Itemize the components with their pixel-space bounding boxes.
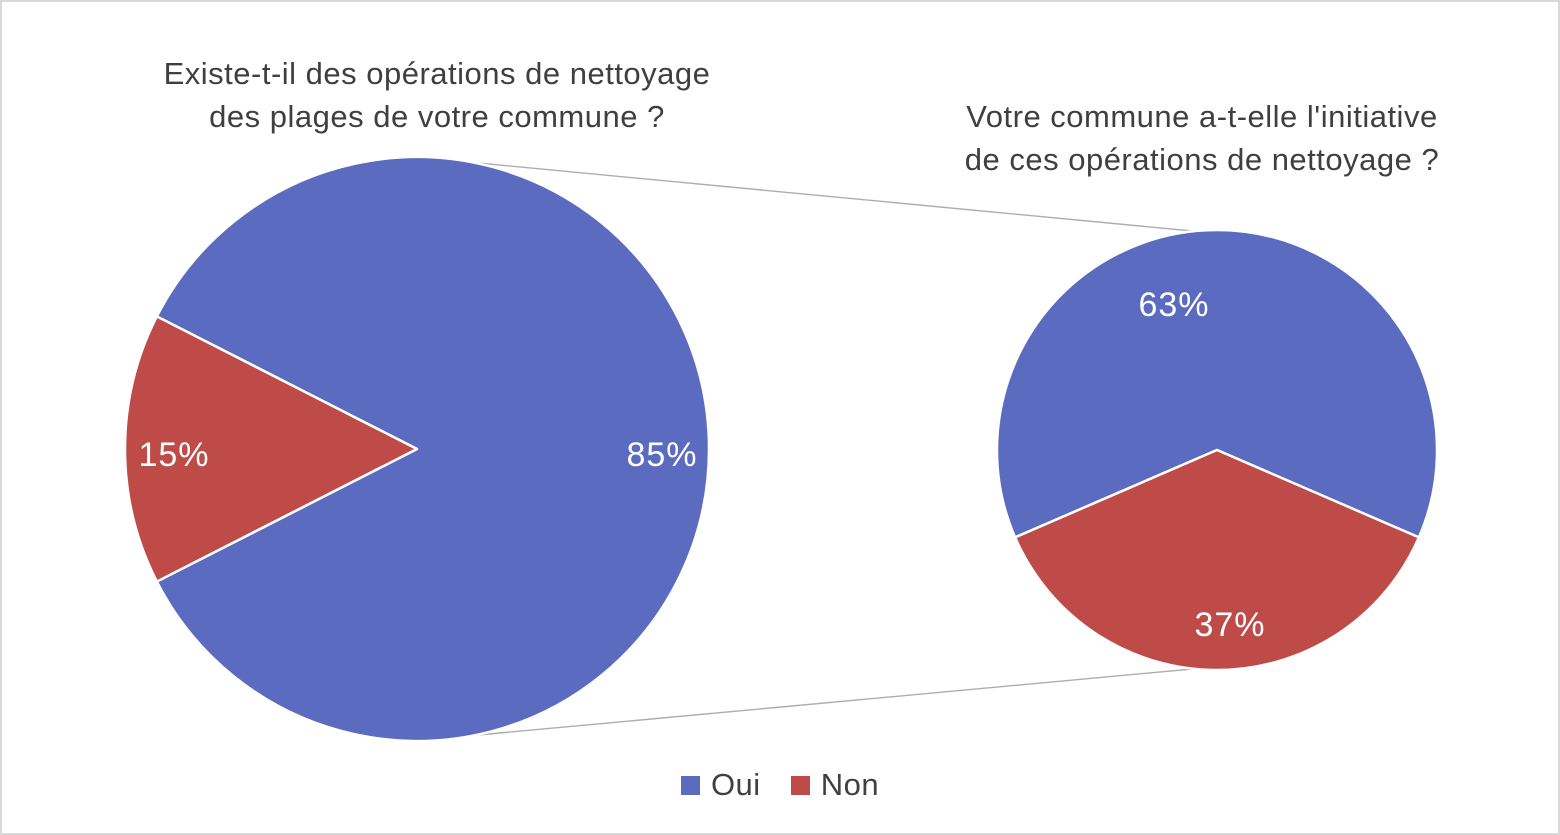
legend-label-oui: Oui: [710, 767, 761, 802]
data-label-left-oui: 85%: [626, 436, 697, 474]
right-pie-title: Votre commune a-t-elle l'initiative de c…: [877, 95, 1527, 181]
legend-item-non: Non: [790, 767, 880, 803]
connector-line-bottom: [477, 667, 1204, 736]
pie-slice-oui: [155, 155, 711, 743]
data-label-right-oui: 63%: [1138, 286, 1209, 324]
right-pie-title-line-2: de ces opérations de nettoyage ?: [964, 142, 1440, 177]
pie-slice-oui: [995, 228, 1439, 539]
pie-slice-non: [123, 315, 419, 583]
right-pie: [995, 228, 1439, 672]
left-pie: [123, 155, 711, 743]
legend-swatch-non-icon: [790, 775, 810, 795]
connector-line-top: [477, 162, 1204, 233]
data-label-left-non: 15%: [138, 436, 209, 474]
legend-swatch-oui-icon: [680, 775, 700, 795]
legend: Oui Non: [2, 767, 1558, 803]
legend-label-non: Non: [820, 767, 880, 802]
left-pie-title: Existe-t-il des opérations de nettoyage …: [62, 52, 812, 138]
data-label-right-non: 37%: [1194, 606, 1265, 644]
pie-slice-non: [1013, 448, 1421, 672]
right-pie-title-line-1: Votre commune a-t-elle l'initiative: [966, 99, 1438, 134]
legend-item-oui: Oui: [680, 767, 761, 803]
left-pie-title-line-2: des plages de votre commune ?: [209, 99, 665, 134]
left-pie-title-line-1: Existe-t-il des opérations de nettoyage: [163, 56, 711, 91]
